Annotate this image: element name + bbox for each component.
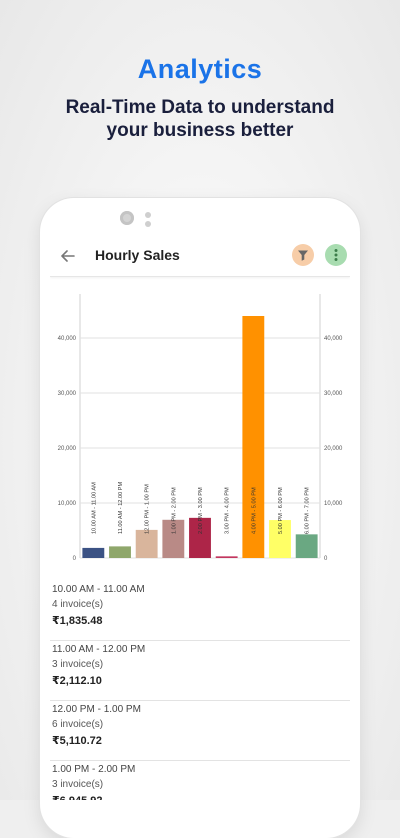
- filter-icon: [298, 250, 308, 261]
- list-item[interactable]: 1.00 PM - 2.00 PM 3 invoice(s) ₹6,945.92: [50, 761, 350, 800]
- list-item-amount: ₹2,112.10: [52, 675, 102, 687]
- list-item-invoices: 4 invoice(s): [52, 599, 104, 610]
- promo-title: Analytics: [137, 54, 263, 84]
- bar-category-label: 10.00 AM - 11.00 AM: [91, 482, 97, 534]
- list-item-invoices: 3 invoice(s): [52, 659, 104, 670]
- list-item[interactable]: 10.00 AM - 11.00 AM 4 invoice(s) ₹1,835.48: [50, 581, 350, 641]
- y-tick-label-right: 0: [324, 556, 328, 562]
- phone-sensor-icon: [145, 212, 151, 218]
- promo-subtitle: Real-Time Data to understand your busine…: [0, 96, 400, 142]
- phone-sensor-icon: [145, 221, 151, 227]
- bar[interactable]: [82, 547, 105, 558]
- more-vertical-icon: [334, 249, 338, 261]
- list-item-amount: ₹5,110.72: [52, 735, 102, 747]
- y-tick-label-left: 20,000: [58, 446, 77, 452]
- bar-category-label: 4.00 PM - 5.00 PM: [251, 487, 257, 534]
- bar-category-label: 5.00 PM - 6.00 PM: [278, 487, 284, 534]
- bar[interactable]: [215, 556, 238, 558]
- hourly-sales-list: 10.00 AM - 11.00 AM 4 invoice(s) ₹1,835.48…: [50, 581, 350, 800]
- bar[interactable]: [189, 517, 211, 558]
- y-tick-label-left: 0: [73, 556, 77, 562]
- bar-category-label: 6.00 PM - 7.00 PM: [305, 487, 311, 534]
- y-tick-label-right: 10,000: [324, 501, 343, 507]
- bar[interactable]: [135, 529, 158, 558]
- y-tick-label-left: 40,000: [58, 336, 77, 342]
- y-tick-label-right: 20,000: [324, 446, 343, 452]
- app-screen: Hourly Sales 0 0 10,000 10,000 20,000 20,000 3…: [50, 236, 350, 800]
- list-item-invoices: 3 invoice(s): [52, 779, 104, 790]
- more-options-button[interactable]: [325, 244, 347, 266]
- list-item-time: 1.00 PM - 2.00 PM: [52, 764, 136, 775]
- bar-category-label: 3.00 PM - 4.00 PM: [225, 487, 231, 534]
- bar[interactable]: [109, 546, 131, 558]
- bar[interactable]: [162, 519, 185, 558]
- arrow-left-icon: [61, 250, 75, 262]
- list-item[interactable]: 11.00 AM - 12.00 PM 3 invoice(s) ₹2,112.10: [50, 641, 350, 701]
- phone-camera-icon: [120, 211, 134, 225]
- filter-button[interactable]: [292, 244, 314, 266]
- back-button[interactable]: [58, 246, 78, 266]
- bar[interactable]: [269, 520, 291, 558]
- list-item-time: 11.00 AM - 12.00 PM: [52, 644, 146, 655]
- list-item-amount: ₹1,835.48: [52, 615, 103, 627]
- list-item-invoices: 6 invoice(s): [52, 719, 104, 730]
- page-title: Hourly Sales: [95, 247, 180, 263]
- y-tick-label-right: 30,000: [324, 391, 343, 397]
- promo-subtitle-line1: Real-Time Data to understand: [65, 97, 335, 118]
- bar-category-label: 11.00 AM - 12.00 PM: [118, 482, 124, 534]
- list-item-amount: ₹6,945.92: [52, 794, 102, 800]
- y-tick-label-right: 40,000: [324, 336, 343, 342]
- bar-category-label: 12.00 PM - 1.00 PM: [145, 484, 151, 534]
- y-tick-label-left: 30,000: [58, 391, 77, 397]
- bar[interactable]: [295, 534, 318, 558]
- list-item-time: 10.00 AM - 11.00 AM: [52, 584, 145, 595]
- list-item-time: 12.00 PM - 1.00 PM: [52, 704, 141, 715]
- hourly-sales-chart: 0 0 10,000 10,000 20,000 20,000 30,000 30,000 40…: [58, 294, 343, 562]
- y-tick-label-left: 10,000: [58, 501, 77, 507]
- bar-category-label: 1.00 PM - 2.00 PM: [171, 487, 177, 534]
- list-item[interactable]: 12.00 PM - 1.00 PM 6 invoice(s) ₹5,110.72: [50, 701, 350, 761]
- bar[interactable]: [242, 316, 265, 558]
- app-bar: Hourly Sales: [50, 236, 350, 277]
- promo-subtitle-line2: your business better: [106, 120, 294, 141]
- bar-category-label: 2.00 PM - 3.00 PM: [198, 487, 204, 534]
